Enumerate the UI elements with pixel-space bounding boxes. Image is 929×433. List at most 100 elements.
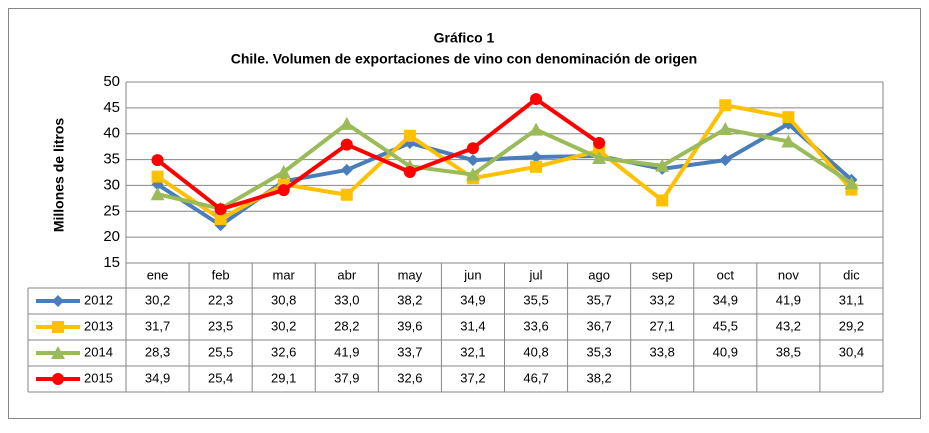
table-value: 33,8 [650, 344, 675, 359]
x-tick-label: sep [652, 267, 673, 282]
table-value: 31,1 [839, 292, 864, 307]
data-point [530, 160, 543, 173]
table-value: 30,4 [839, 344, 864, 359]
data-point [530, 150, 543, 163]
table-value: 23,5 [208, 318, 233, 333]
table-value: 32,6 [271, 344, 296, 359]
legend-marker [52, 373, 64, 385]
table-value: 38,5 [776, 344, 801, 359]
table-value: 36,7 [586, 318, 611, 333]
table-value: 35,3 [586, 344, 611, 359]
x-tick-label: jul [529, 267, 543, 282]
data-point [403, 165, 416, 178]
legend-label: 2015 [84, 370, 113, 385]
legend-label: 2013 [84, 318, 113, 333]
legend-marker [51, 346, 65, 359]
data-point [339, 116, 354, 130]
table-value: 33,6 [523, 318, 548, 333]
data-point [466, 154, 479, 167]
x-tick-label: oct [717, 267, 735, 282]
series-line [156, 97, 601, 212]
table-value: 25,4 [208, 370, 233, 385]
table-value: 40,8 [523, 344, 548, 359]
table-value: 33,7 [397, 344, 422, 359]
data-point [719, 154, 732, 167]
table-value: 43,2 [776, 318, 801, 333]
y-tick-label: 25 [103, 202, 120, 219]
table-value: 41,9 [334, 344, 359, 359]
table-value: 30,2 [271, 318, 296, 333]
x-tick-label: mar [273, 267, 296, 282]
data-point [592, 151, 607, 165]
legend-label: 2012 [84, 292, 113, 307]
data-point [530, 93, 543, 106]
data-point [340, 188, 353, 201]
table-value: 35,5 [523, 292, 548, 307]
x-tick-label: dic [843, 267, 860, 282]
chart-subtitle: Chile. Volumen de exportaciones de vino … [231, 51, 697, 67]
y-tick-label: 15 [103, 254, 120, 271]
data-point [276, 164, 291, 178]
x-tick-label: ene [147, 267, 169, 282]
table-value: 30,2 [145, 292, 170, 307]
table-value: 38,2 [586, 370, 611, 385]
data-point [214, 213, 227, 226]
legend-marker [52, 295, 64, 307]
data-point [277, 184, 290, 197]
table-value: 22,3 [208, 292, 233, 307]
series-line [156, 103, 853, 222]
data-point [340, 138, 353, 151]
x-tick-label: abr [337, 267, 356, 282]
table-value: 35,7 [586, 292, 611, 307]
table-value: 39,6 [397, 318, 422, 333]
chart-border [8, 8, 921, 419]
data-point [782, 111, 795, 124]
table-value: 31,7 [145, 318, 170, 333]
chart-title: Gráfico 1 [434, 30, 495, 46]
data-point [214, 203, 227, 216]
table-value: 32,6 [397, 370, 422, 385]
table-value: 27,1 [650, 318, 675, 333]
table-value: 28,2 [334, 318, 359, 333]
table-value: 45,5 [713, 318, 738, 333]
table-value: 33,2 [650, 292, 675, 307]
data-point [151, 170, 164, 183]
y-tick-label: 20 [103, 228, 120, 245]
data-point [593, 137, 606, 150]
data-point [844, 176, 859, 190]
table-value: 34,9 [713, 292, 738, 307]
table-value: 41,9 [776, 292, 801, 307]
series-line [157, 121, 853, 211]
data-point [340, 163, 353, 176]
data-point [781, 134, 796, 148]
table-value: 38,2 [397, 292, 422, 307]
y-tick-label: 30 [103, 176, 120, 193]
table-value: 31,4 [460, 318, 485, 333]
y-tick-label: 45 [103, 99, 120, 116]
data-point [655, 158, 670, 172]
data-point [465, 167, 480, 181]
table-value: 40,9 [713, 344, 738, 359]
table-value: 46,7 [523, 370, 548, 385]
table-value: 25,5 [208, 344, 233, 359]
data-point [150, 187, 165, 201]
data-point [719, 99, 732, 112]
legend-marker [52, 321, 64, 333]
data-point [656, 194, 669, 207]
table-value: 29,1 [271, 370, 296, 385]
table-value: 33,0 [334, 292, 359, 307]
y-axis-label: Millones de litros [51, 118, 67, 233]
table-value: 29,2 [839, 318, 864, 333]
y-tick-label: 50 [103, 73, 120, 90]
data-point [718, 122, 733, 136]
table-value: 32,1 [460, 344, 485, 359]
x-tick-label: ago [588, 267, 610, 282]
legend-label: 2014 [84, 344, 113, 359]
data-point [403, 129, 416, 142]
x-tick-label: feb [212, 267, 230, 282]
table-value: 28,3 [145, 344, 170, 359]
data-point [151, 154, 164, 167]
data-point [529, 122, 544, 136]
